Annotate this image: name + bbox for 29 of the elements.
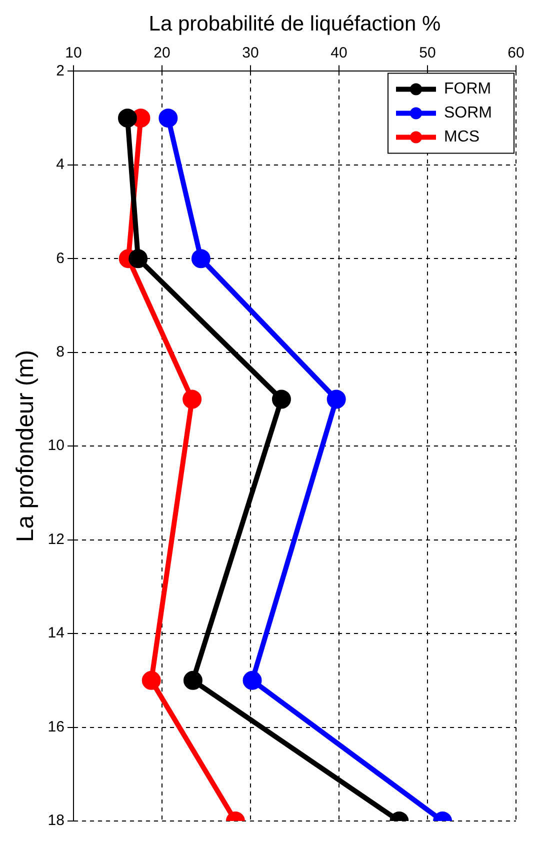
x-tick-label: 30 (242, 44, 259, 62)
x-tick-label: 60 (508, 44, 524, 62)
legend-label: MCS (444, 128, 480, 146)
y-tick-label: 14 (48, 624, 64, 642)
y-tick-label: 18 (48, 812, 64, 830)
y-tick-label: 12 (48, 530, 64, 548)
point (182, 390, 202, 409)
point (183, 670, 202, 690)
point (272, 390, 291, 409)
x-axis-title: La probabilité de liquéfaction % (148, 12, 441, 36)
y-tick-label: 16 (48, 718, 64, 736)
x-tick-label: 50 (419, 44, 436, 62)
y-tick-label: 10 (48, 437, 64, 454)
point (128, 249, 148, 268)
point (191, 249, 210, 268)
x-tick-label: 20 (154, 44, 170, 62)
legend-label: FORM (444, 80, 492, 98)
point (158, 108, 178, 128)
y-tick-label: 2 (56, 62, 64, 80)
point (326, 390, 346, 409)
point (142, 670, 161, 690)
y-tick-label: 6 (56, 250, 64, 267)
x-tick-label: 40 (330, 44, 348, 62)
y-tick-label: 8 (56, 344, 64, 361)
point (118, 108, 137, 128)
y-axis-title: La profondeur (m) (12, 350, 40, 542)
point (242, 670, 262, 690)
y-tick-label: 4 (56, 156, 64, 174)
legend-label: SORM (444, 104, 492, 122)
